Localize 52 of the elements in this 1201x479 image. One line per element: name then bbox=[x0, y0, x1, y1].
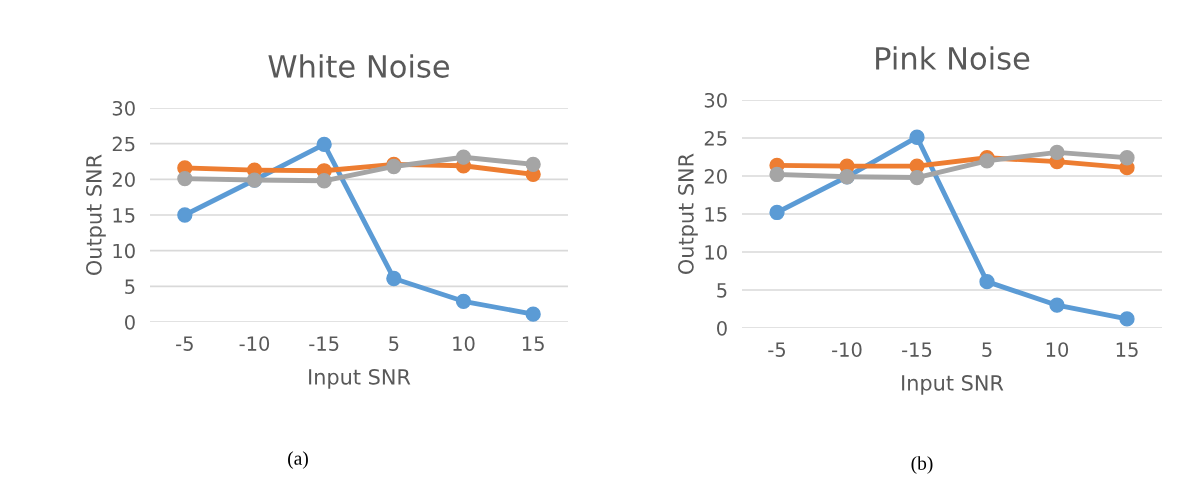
point bbox=[1119, 150, 1135, 166]
x-tick-label: -10 bbox=[239, 336, 270, 351]
point bbox=[455, 293, 472, 309]
y-tick-label: 10 bbox=[113, 243, 135, 259]
x-tick-label: 10 bbox=[1046, 342, 1069, 357]
x-tick-label: 15 bbox=[1116, 342, 1138, 357]
point bbox=[316, 136, 332, 153]
point bbox=[316, 173, 332, 189]
y-tick-label: 15 bbox=[113, 208, 135, 223]
x-tick-label: 15 bbox=[522, 336, 544, 351]
y-tick-label: 25 bbox=[112, 136, 135, 152]
point bbox=[979, 274, 995, 290]
point bbox=[769, 204, 785, 221]
point bbox=[386, 270, 402, 287]
point bbox=[909, 169, 925, 186]
point bbox=[1119, 311, 1135, 327]
y-tick-label: 10 bbox=[705, 244, 727, 260]
point bbox=[1049, 297, 1065, 313]
point bbox=[177, 170, 193, 187]
y-axis-title: Output SNR bbox=[86, 154, 106, 275]
x-tick-label: -15 bbox=[902, 342, 932, 357]
point bbox=[177, 207, 193, 223]
y-axis-title: Output SNR bbox=[678, 153, 698, 274]
point bbox=[909, 129, 925, 145]
y-tick-label: 25 bbox=[704, 130, 727, 146]
chart-title: Pink Noise bbox=[876, 46, 1030, 70]
x-axis-title: Input SNR bbox=[902, 374, 1004, 395]
point bbox=[525, 156, 541, 172]
y-tick-label: 30 bbox=[112, 100, 135, 116]
x-tick-label: -15 bbox=[309, 336, 339, 351]
y-tick-label: 5 bbox=[125, 279, 135, 294]
point bbox=[455, 149, 472, 165]
y-tick-label: 20 bbox=[112, 172, 135, 187]
x-axis-title: Input SNR bbox=[309, 368, 411, 389]
y-tick-label: 5 bbox=[717, 283, 727, 298]
text: (b) bbox=[911, 456, 933, 474]
y-tick-label: 20 bbox=[704, 168, 727, 184]
x-tick-label: 5 bbox=[389, 336, 399, 351]
point bbox=[525, 306, 541, 322]
y-tick-label: 0 bbox=[125, 314, 135, 330]
point bbox=[1049, 144, 1065, 161]
x-tick-label: -5 bbox=[176, 336, 193, 351]
x-tick-label: 5 bbox=[982, 342, 992, 357]
point bbox=[769, 166, 785, 183]
text: (a) bbox=[288, 451, 308, 469]
chart-title: White Noise bbox=[268, 54, 450, 78]
x-tick-label: -10 bbox=[832, 342, 862, 357]
x-tick-label: 10 bbox=[453, 336, 475, 351]
x-tick-label: -5 bbox=[768, 342, 785, 357]
y-tick-label: 30 bbox=[704, 92, 727, 108]
y-tick-label: 0 bbox=[717, 320, 727, 336]
y-tick-label: 15 bbox=[705, 207, 727, 222]
